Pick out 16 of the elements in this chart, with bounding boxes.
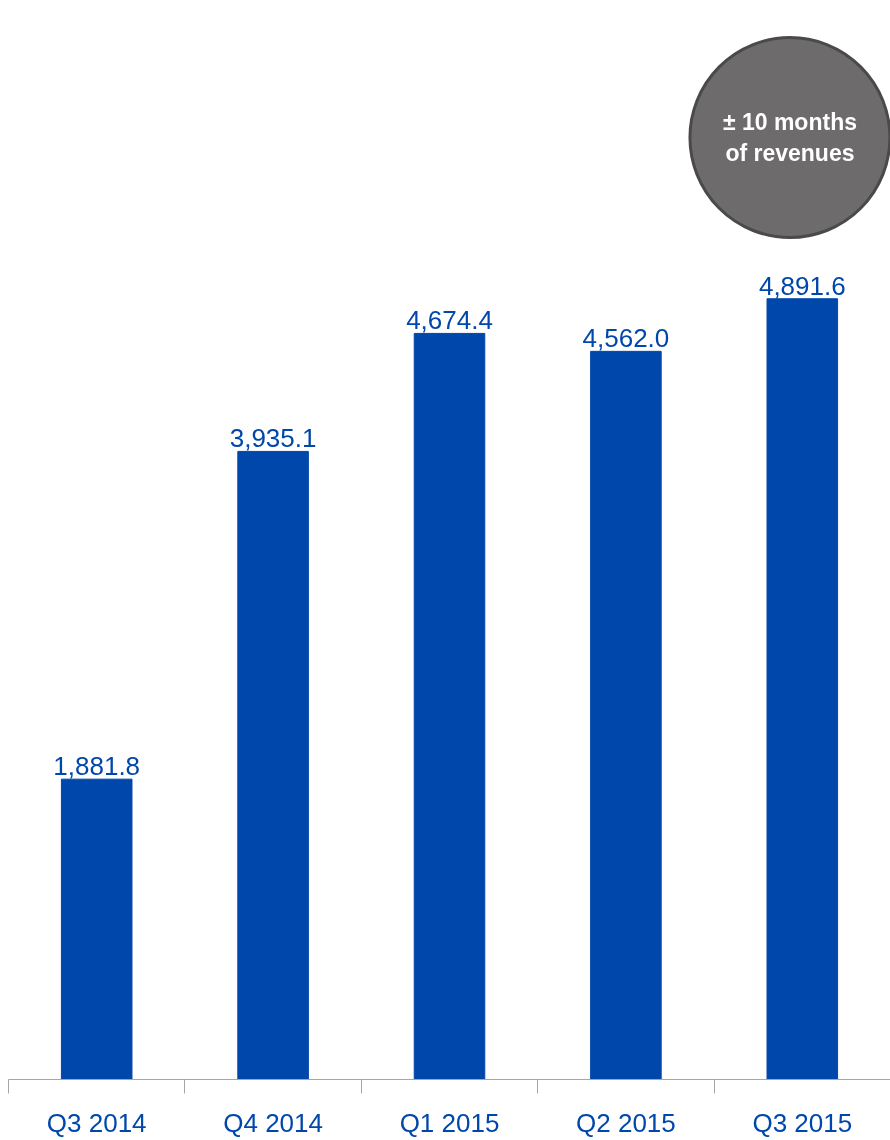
bar xyxy=(60,778,133,1080)
bar xyxy=(766,298,839,1080)
bar xyxy=(590,350,662,1080)
bar xyxy=(413,332,486,1080)
data-label: 3,935.1 xyxy=(229,423,317,454)
data-label: 4,891.6 xyxy=(758,270,846,301)
text: ± 10 months of revenues xyxy=(722,108,857,167)
x-tick-label: Q3 2014 xyxy=(46,1107,147,1138)
data-label: 1,881.8 xyxy=(53,751,141,782)
x-tick-label: Q1 2015 xyxy=(399,1107,500,1138)
data-label: 4,562.0 xyxy=(582,323,670,354)
data-label: 4,674.4 xyxy=(406,305,493,336)
x-tick-label: Q4 2014 xyxy=(223,1107,323,1138)
x-tick-label: Q3 2015 xyxy=(752,1107,853,1138)
bar xyxy=(237,450,309,1080)
x-tick-label: Q2 2015 xyxy=(576,1107,676,1138)
